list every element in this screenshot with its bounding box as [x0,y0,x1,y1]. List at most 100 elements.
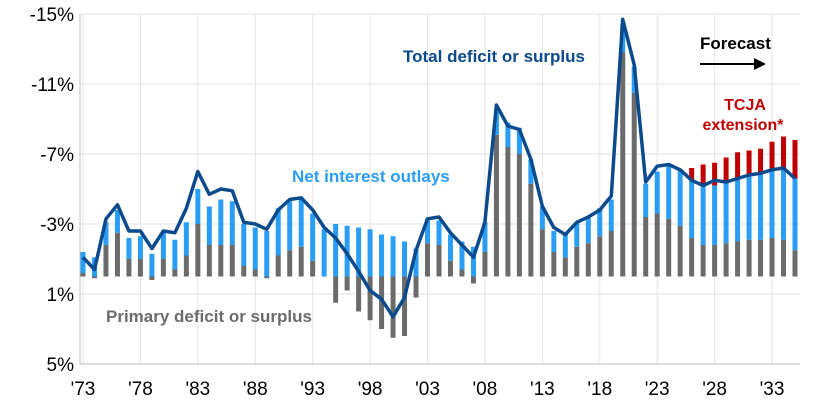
bar-primary-1981 [172,269,178,277]
bar-interest-2024 [666,164,672,219]
bar-primary-2010 [505,147,511,277]
x-tick-label: '98 [358,379,383,400]
bar-interest-1977 [126,238,132,259]
bar-interest-1985 [218,199,224,245]
bar-primary-2022 [643,217,649,277]
bar-primary-2000 [390,276,396,338]
bar-interest-2031 [746,175,752,240]
bar-tcja-2033 [769,141,775,170]
forecast-arrow-head [754,58,766,70]
bar-primary-1999 [379,276,385,329]
bar-tcja-2028 [712,162,718,186]
x-tick-label: '83 [185,379,210,400]
bar-interest-2029 [723,182,729,244]
bar-interest-2013 [539,206,545,230]
axes: -15% -11% -7% -3% 1% 5% '73 '78 '83 '88 '93 '98 '03 '… [30,5,800,400]
y-tick-label: -11% [31,75,74,96]
bar-interest-2004 [436,220,442,245]
bar-interest-2015 [562,234,568,258]
bar-primary-2027 [700,245,706,277]
annotation-total-deficit: Total deficit or surplus [403,47,585,66]
x-tick-label: '23 [645,379,670,400]
annotation-tcja-line2: extension* [703,117,785,134]
bar-primary-1992 [298,246,304,277]
bar-primary-2018 [597,236,603,277]
bar-interest-1975 [103,222,109,245]
y-tick-label: -15% [30,5,74,26]
bar-primary-1997 [356,276,362,312]
bar-interest-1976 [114,210,120,233]
bar-primary-2028 [712,245,718,277]
bar-interest-2007 [470,246,476,277]
bar-interest-1989 [264,231,270,277]
bar-interest-1987 [241,224,247,266]
y-tick-label: 1% [47,285,75,306]
bar-interest-2019 [608,199,614,231]
bar-primary-2020 [620,52,626,277]
x-tick-label: '08 [473,379,498,400]
x-tick-label: '13 [530,379,555,400]
bar-primary-1977 [126,259,132,277]
bar-interest-1995 [333,224,339,277]
bar-primary-2033 [769,238,775,277]
bar-primary-2003 [425,243,431,277]
bar-interest-1979 [149,253,155,277]
bar-interest-1973 [80,252,86,273]
bar-primary-1975 [103,245,109,277]
bar-primary-2031 [746,239,752,277]
bar-primary-2032 [758,239,764,277]
bar-primary-1988 [252,269,258,277]
bar-primary-1991 [287,250,293,277]
bar-primary-1984 [206,245,212,277]
bar-interest-2033 [769,169,775,238]
bar-interest-2003 [425,218,431,244]
bar-primary-2035 [792,250,798,277]
bar-primary-2007 [470,276,476,284]
x-tick-label: '18 [587,379,612,400]
bar-primary-2006 [459,269,465,277]
y-tick-label: -7% [40,145,74,166]
bar-interest-1991 [287,201,293,251]
bar-primary-1976 [114,232,120,277]
bar-tcja-2031 [746,150,752,175]
bar-primary-2014 [551,252,557,277]
bar-primary-2016 [574,246,580,277]
bar-interest-1986 [229,201,235,245]
annotation-forecast: Forecast [700,34,771,53]
bar-interest-1988 [252,227,258,270]
bar-interest-1983 [195,189,201,224]
bar-primary-1996 [344,276,350,291]
bar-interest-2006 [459,241,465,270]
total-deficit-line [81,17,797,319]
x-tick-label: '73 [71,379,96,400]
bar-interest-1982 [183,222,189,256]
x-tick-label: '93 [300,379,325,400]
bar-interest-1998 [367,229,373,277]
bar-primary-2011 [516,154,522,277]
bar-interest-2010 [505,122,511,147]
bar-interest-2034 [781,169,787,240]
bar-interest-2026 [689,180,695,238]
bar-interest-2016 [574,222,580,247]
bar-interest-1992 [298,199,304,247]
bar-interest-2018 [597,208,603,237]
bar-primary-2026 [689,238,695,277]
bar-primary-1993 [310,260,316,277]
bar-primary-2015 [562,257,568,277]
bar-interest-2017 [585,217,591,244]
bar-tcja-2030 [735,152,741,179]
bar-primary-2002 [413,276,419,298]
y-tick-label: 5% [47,355,75,376]
x-tick-label: '03 [415,379,440,400]
bar-interest-1978 [137,236,143,259]
bar-interest-1980 [160,232,166,259]
bar-primary-1978 [137,259,143,277]
bar-primary-2001 [402,276,408,336]
bar-interest-2001 [402,241,408,277]
bar-primary-2025 [677,225,683,277]
bar-interest-1993 [310,213,316,261]
bar-interest-2027 [700,185,706,245]
bar-tcja-2034 [781,136,787,170]
total-line-group [81,17,797,319]
annotation-primary-deficit: Primary deficit or surplus [106,307,312,326]
